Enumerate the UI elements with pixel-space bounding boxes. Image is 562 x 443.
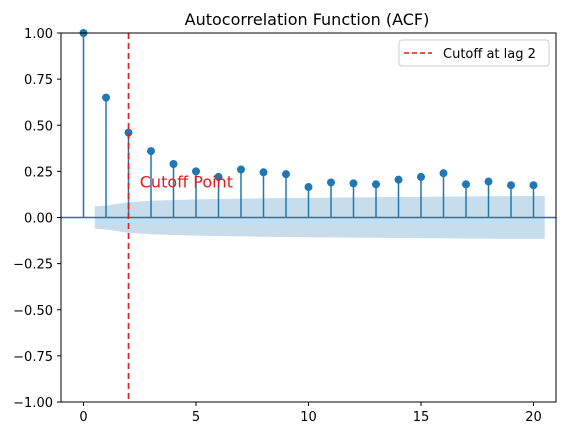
x-tick-label: 20 (525, 410, 542, 425)
stem-marker-lag-11 (327, 178, 335, 187)
stem-marker-lag-6 (214, 172, 223, 181)
y-tick-label: −0.50 (13, 304, 53, 319)
stem-marker-lag-1 (102, 93, 110, 102)
stem-marker-lag-3 (147, 147, 155, 156)
y-tick-label: 0.25 (24, 165, 53, 180)
stem-marker-lag-8 (259, 168, 268, 177)
legend-frame (398, 39, 550, 67)
y-tick-label: 0.00 (24, 212, 53, 227)
y-tick-label: −0.25 (13, 258, 53, 273)
x-tick-label: 10 (300, 410, 317, 425)
stem-marker-lag-2 (124, 128, 133, 137)
legend: Cutoff at lag 2 (398, 39, 550, 67)
stem-marker-lag-7 (237, 165, 245, 174)
x-tick-label: 5 (192, 410, 200, 425)
x-tick-label: 15 (413, 410, 430, 425)
y-tick-label: −1.00 (13, 396, 53, 411)
y-tick-label: 0.50 (24, 119, 53, 134)
stem-marker-lag-18 (484, 177, 493, 186)
annotation-cutoff-point: Cutoff Point (140, 173, 233, 192)
stem-marker-lag-15 (417, 172, 425, 181)
x-tick-label: 0 (79, 410, 87, 425)
legend-cutoff-label: Cutoff at lag 2 (443, 47, 536, 62)
y-tick-label: 0.75 (24, 73, 53, 88)
stem-marker-lag-13 (372, 180, 380, 189)
stem-marker-lag-12 (349, 179, 358, 188)
stem-marker-lag-20 (529, 181, 538, 190)
stem-marker-lag-10 (304, 183, 313, 192)
stem-marker-lag-17 (462, 180, 470, 189)
stem-marker-lag-19 (507, 181, 515, 190)
stem-marker-lag-16 (439, 169, 448, 178)
y-tick-label: −0.75 (13, 350, 53, 365)
stem-marker-lag-14 (394, 175, 403, 184)
stem-marker-lag-5 (192, 167, 200, 176)
stem-marker-lag-4 (169, 159, 178, 168)
stem-marker-lag-9 (282, 170, 290, 179)
plot-area: Cutoff Point 0 5 10 15 20 −1.00 −0.75 −0.50 −0.25… (13, 27, 557, 425)
y-tick-label: 1.00 (24, 27, 53, 42)
chart-title: Autocorrelation Function (ACF) (185, 10, 430, 29)
